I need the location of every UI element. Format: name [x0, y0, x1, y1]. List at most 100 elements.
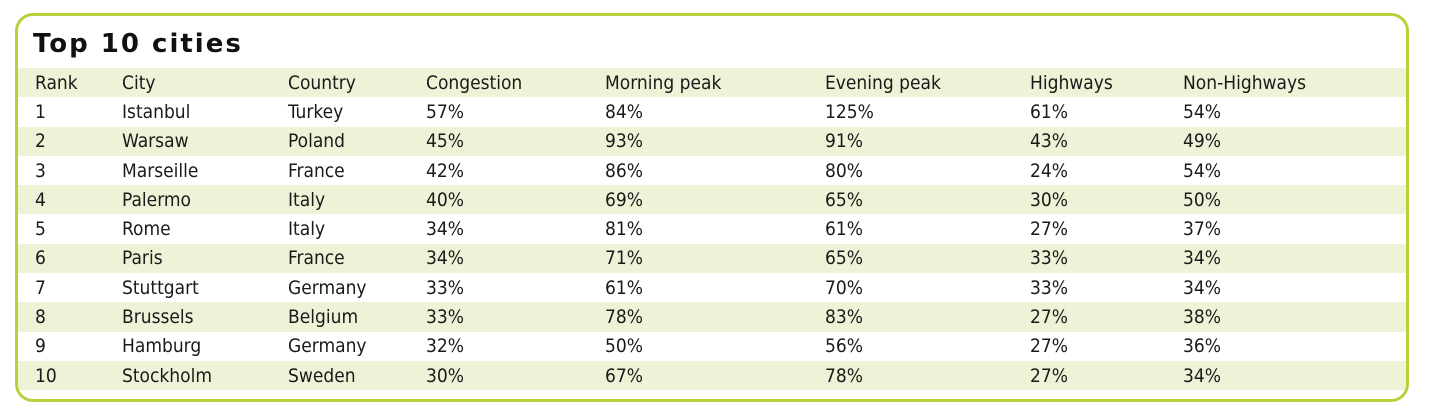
cell-city: Istanbul	[122, 100, 191, 123]
cell-highways: 27%	[1030, 335, 1068, 358]
cell-congestion: 33%	[426, 276, 464, 299]
cell-congestion: 33%	[426, 306, 464, 329]
cell-city: Stockholm	[122, 364, 212, 387]
cities-table: Rank City Country Congestion Morning pea…	[18, 68, 1406, 391]
cell-morning-peak: 61%	[605, 276, 643, 299]
cell-morning-peak: 78%	[605, 306, 643, 329]
table-row: 3 Marseille France 42% 86% 80% 24% 54%	[18, 155, 1406, 186]
cell-evening-peak: 83%	[825, 306, 863, 329]
column-header-city: City	[122, 71, 156, 94]
cell-evening-peak: 80%	[825, 159, 863, 182]
cell-country: Poland	[288, 130, 345, 153]
cell-country: Sweden	[288, 364, 356, 387]
cell-highways: 30%	[1030, 188, 1068, 211]
table-row: 7 Stuttgart Germany 33% 61% 70% 33% 34%	[18, 273, 1406, 303]
cell-non-highways: 34%	[1183, 247, 1221, 270]
cell-congestion: 42%	[426, 159, 464, 182]
cell-non-highways: 34%	[1183, 364, 1221, 387]
cell-country: France	[288, 247, 345, 270]
cell-country: Germany	[288, 276, 367, 299]
cell-city: Hamburg	[122, 335, 202, 358]
cell-rank: 9	[35, 335, 46, 358]
cell-congestion: 32%	[426, 335, 464, 358]
cell-evening-peak: 65%	[825, 247, 863, 270]
cell-evening-peak: 91%	[825, 130, 863, 153]
cell-evening-peak: 70%	[825, 276, 863, 299]
cell-country: Italy	[288, 218, 326, 241]
column-header-non-highways: Non-Highways	[1183, 71, 1307, 94]
table-title: Top 10 cities	[33, 29, 243, 59]
cell-non-highways: 49%	[1183, 130, 1221, 153]
cell-evening-peak: 78%	[825, 364, 863, 387]
cell-city: Marseille	[122, 159, 199, 182]
cell-morning-peak: 71%	[605, 247, 643, 270]
cell-city: Paris	[122, 247, 163, 270]
header-row: Rank City Country Congestion Morning pea…	[18, 68, 1406, 98]
cell-congestion: 57%	[426, 100, 464, 123]
column-header-country: Country	[288, 71, 356, 94]
cell-morning-peak: 93%	[605, 130, 643, 153]
cell-city: Rome	[122, 218, 171, 241]
table-body: 1 Istanbul Turkey 57% 84% 125% 61% 54% 2…	[18, 97, 1406, 391]
cell-evening-peak: 125%	[825, 100, 874, 123]
cell-non-highways: 38%	[1183, 306, 1221, 329]
column-header-rank: Rank	[35, 71, 78, 94]
cell-congestion: 34%	[426, 218, 464, 241]
table-row: 5 Rome Italy 34% 81% 61% 27% 37%	[18, 214, 1406, 244]
cell-city: Warsaw	[122, 130, 189, 153]
cell-highways: 27%	[1030, 306, 1068, 329]
cell-rank: 2	[35, 130, 46, 153]
cell-morning-peak: 84%	[605, 100, 643, 123]
cell-rank: 4	[35, 188, 46, 211]
cell-evening-peak: 65%	[825, 188, 863, 211]
column-header-evening-peak: Evening peak	[825, 71, 941, 94]
cell-evening-peak: 61%	[825, 218, 863, 241]
table-row: 1 Istanbul Turkey 57% 84% 125% 61% 54%	[18, 97, 1406, 127]
cell-morning-peak: 50%	[605, 335, 643, 358]
cell-non-highways: 50%	[1183, 188, 1221, 211]
column-header-morning-peak: Morning peak	[605, 71, 722, 94]
cell-non-highways: 34%	[1183, 276, 1221, 299]
cell-highways: 33%	[1030, 247, 1068, 270]
cell-highways: 24%	[1030, 159, 1068, 182]
cell-non-highways: 36%	[1183, 335, 1221, 358]
table-row: 2 Warsaw Poland 45% 93% 91% 43% 49%	[18, 126, 1406, 156]
cell-rank: 10	[35, 364, 57, 387]
cell-morning-peak: 69%	[605, 188, 643, 211]
cell-congestion: 40%	[426, 188, 464, 211]
cell-country: Belgium	[288, 306, 359, 329]
table-row: 8 Brussels Belgium 33% 78% 83% 27% 38%	[18, 302, 1406, 332]
cell-highways: 43%	[1030, 130, 1068, 153]
cell-rank: 8	[35, 306, 46, 329]
cell-congestion: 34%	[426, 247, 464, 270]
table-row: 10 Stockholm Sweden 30% 67% 78% 27% 34%	[18, 360, 1406, 391]
table-row: 9 Hamburg Germany 32% 50% 56% 27% 36%	[18, 331, 1406, 361]
top-cities-panel: Top 10 cities Rank City Country Congesti…	[15, 13, 1409, 402]
cell-non-highways: 54%	[1183, 100, 1221, 123]
cell-congestion: 30%	[426, 364, 464, 387]
cell-highways: 27%	[1030, 364, 1068, 387]
cell-rank: 7	[35, 276, 46, 299]
cell-rank: 1	[35, 100, 46, 123]
cell-congestion: 45%	[426, 130, 464, 153]
cell-rank: 5	[35, 218, 46, 241]
column-header-congestion: Congestion	[426, 71, 523, 94]
cell-non-highways: 37%	[1183, 218, 1221, 241]
cell-highways: 27%	[1030, 218, 1068, 241]
cell-country: Turkey	[288, 100, 344, 123]
cell-rank: 6	[35, 247, 46, 270]
table-row: 4 Palermo Italy 40% 69% 65% 30% 50%	[18, 185, 1406, 215]
cell-highways: 61%	[1030, 100, 1068, 123]
cell-rank: 3	[35, 159, 46, 182]
cell-city: Stuttgart	[122, 276, 199, 299]
cell-evening-peak: 56%	[825, 335, 863, 358]
cell-highways: 33%	[1030, 276, 1068, 299]
cell-morning-peak: 67%	[605, 364, 643, 387]
cell-morning-peak: 81%	[605, 218, 643, 241]
cell-country: Italy	[288, 188, 326, 211]
cell-non-highways: 54%	[1183, 159, 1221, 182]
cell-city: Palermo	[122, 188, 191, 211]
table-row: 6 Paris France 34% 71% 65% 33% 34%	[18, 243, 1406, 274]
column-header-highways: Highways	[1030, 71, 1113, 94]
cell-country: France	[288, 159, 345, 182]
